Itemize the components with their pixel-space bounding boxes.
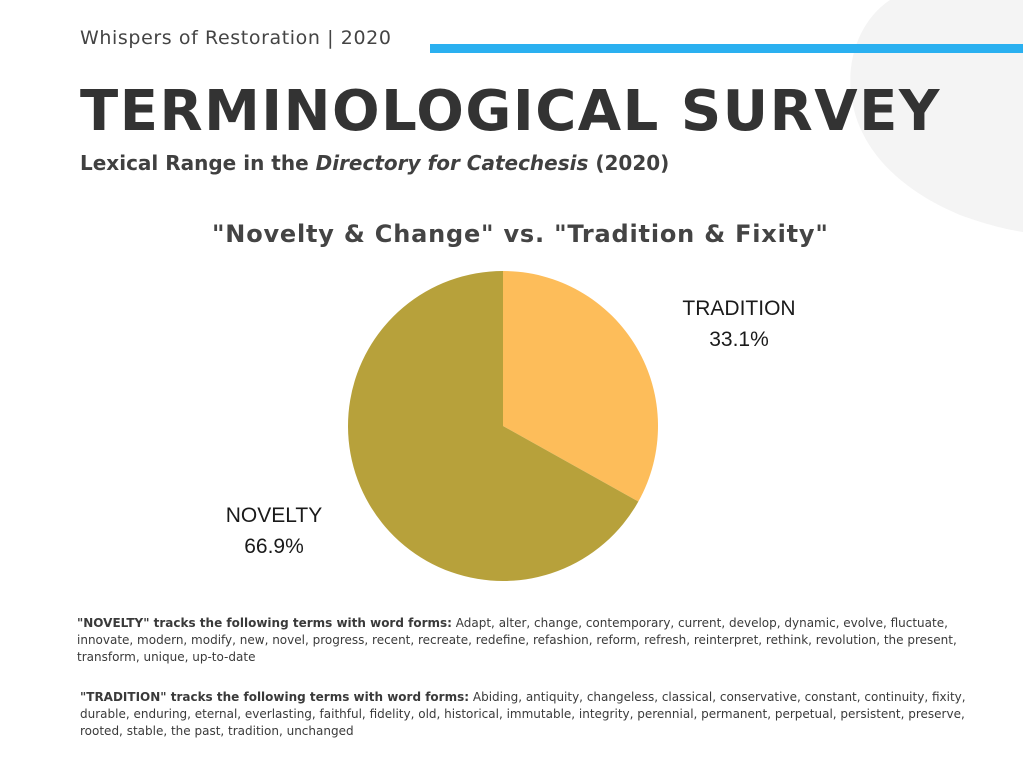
tradition-note: "TRADITION" tracks the following terms w… [80, 689, 985, 740]
tradition-slice-label: TRADITION 33.1% [666, 293, 812, 355]
pie-slice-novelty [347, 271, 639, 581]
novelty-note-terms: Adapt, alter, change, contemporary, curr… [77, 616, 957, 664]
subtitle-suffix: (2020) [588, 151, 670, 175]
page-subtitle: Lexical Range in the Directory for Catec… [80, 151, 669, 175]
chart-title: "Novelty & Change" vs. "Tradition & Fixi… [212, 220, 829, 248]
novelty-note-lead: "NOVELTY" tracks the following terms wit… [77, 616, 452, 630]
novelty-label-value: 66.9% [244, 535, 304, 558]
subtitle-prefix: Lexical Range in the [80, 151, 316, 175]
novelty-slice-label: NOVELTY 66.9% [206, 500, 342, 562]
series-line: Whispers of Restoration | 2020 [80, 27, 392, 49]
tradition-note-lead: "TRADITION" tracks the following terms w… [80, 690, 470, 704]
accent-bar [430, 44, 1023, 53]
subtitle-italic: Directory for Catechesis [315, 151, 589, 175]
tradition-label-name: TRADITION [682, 297, 796, 320]
tradition-label-value: 33.1% [709, 328, 769, 351]
page-title: TERMINOLOGICAL SURVEY [80, 79, 941, 144]
pie-slice-tradition [503, 271, 658, 502]
novelty-label-name: NOVELTY [225, 504, 323, 527]
novelty-note: "NOVELTY" tracks the following terms wit… [77, 615, 982, 666]
tradition-note-terms: Abiding, antiquity, changeless, classica… [80, 690, 966, 738]
